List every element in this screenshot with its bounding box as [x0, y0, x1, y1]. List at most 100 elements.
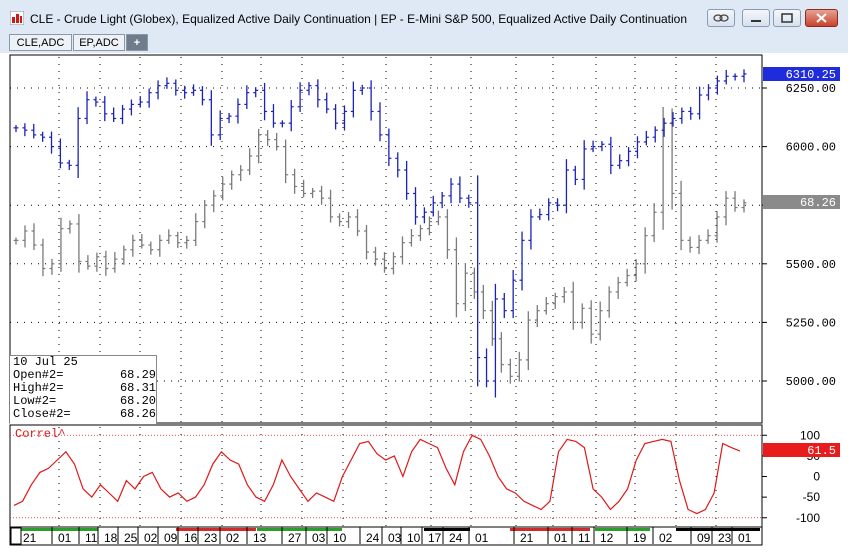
cle-last-price-tag: 68.26: [800, 196, 836, 210]
ep-price-bar: [510, 270, 516, 319]
time-axis-period-bar: [20, 528, 98, 531]
cle-price-bar: [588, 300, 594, 344]
x-axis-tick-label: 02: [144, 531, 158, 545]
cle-price-bar: [498, 332, 504, 373]
x-axis-tick-label: 27: [288, 531, 302, 545]
x-axis-tick-label: 25: [124, 531, 138, 545]
tab-cle-adc[interactable]: CLE,ADC: [9, 34, 72, 51]
ep-price-bar: [670, 112, 676, 127]
ep-price-bar: [688, 106, 694, 120]
ep-price-bar: [84, 91, 90, 125]
ep-price-bar: [13, 125, 19, 133]
cle-price-bar: [579, 303, 585, 329]
cle-price-bar: [543, 296, 549, 315]
add-tab-button[interactable]: +: [126, 34, 148, 51]
ep-last-price-tag-bg: [763, 67, 840, 81]
x-axis-tick-label: 24: [366, 531, 380, 545]
close-button[interactable]: [805, 9, 838, 27]
cle-price-bar: [193, 213, 199, 246]
ep-price-bar: [253, 87, 259, 98]
tab-bar: CLE,ADC EP,ADC +: [0, 34, 848, 53]
ep-price-bar: [732, 73, 738, 81]
ep-price-bar: [235, 98, 241, 124]
link-icon: [713, 14, 729, 22]
cle-price-bar: [301, 179, 307, 198]
minimize-icon: [751, 20, 761, 22]
cle-price-bar: [471, 267, 477, 299]
ep-price-bar: [146, 88, 152, 108]
ep-price-bar: [430, 195, 436, 217]
x-axis-tick-label: 24: [449, 531, 463, 545]
cle-price-bar: [238, 165, 244, 182]
cle-price-bar: [381, 252, 387, 273]
x-axis-tick-label: 21: [23, 531, 37, 545]
ep-price-bar: [128, 99, 134, 116]
window-title: CLE - Crude Light (Globex), Equalized Ac…: [30, 12, 688, 26]
ep-price-bar: [164, 77, 170, 89]
cle-price-bar: [202, 199, 208, 229]
cle-price-bar: [714, 211, 720, 243]
x-axis-tick-label: 03: [388, 531, 402, 545]
ep-price-bar: [226, 112, 232, 124]
correl-indicator-label: Correl^: [15, 427, 65, 441]
ep-price-bar: [315, 79, 321, 108]
cle-price-bar: [687, 236, 693, 253]
data-window-value: 68.26: [119, 407, 156, 421]
cle-price-bar: [678, 180, 684, 251]
ep-price-bar: [359, 84, 365, 95]
minimize-button[interactable]: [742, 9, 770, 27]
ep-price-bar: [279, 120, 285, 128]
ep-price-bar: [590, 140, 596, 153]
cle-price-bar: [615, 276, 621, 299]
data-window-date-row: 10 Jul 25: [10, 356, 156, 369]
data-window-value: 68.29: [119, 368, 156, 382]
cle-price-bar: [40, 238, 46, 277]
ep-price-bar: [191, 84, 197, 96]
cle-price-bar: [247, 148, 253, 175]
ep-price-bar: [457, 176, 463, 204]
cle-price-bar: [408, 228, 414, 247]
ep-price-bar: [66, 159, 72, 170]
ep-price-bar: [350, 81, 356, 118]
cle-price-bar: [355, 209, 361, 236]
tab-ep-adc[interactable]: EP,ADC: [73, 34, 125, 51]
ep-price-bar: [377, 102, 383, 142]
ep-price-bar: [555, 198, 561, 212]
cle-price-bar: [229, 170, 235, 190]
ep-price-bar: [368, 80, 374, 121]
ep-price-bar: [137, 96, 143, 108]
maximize-button[interactable]: [773, 9, 801, 27]
ep-price-bar: [563, 159, 569, 214]
ep-price-bar: [93, 96, 99, 107]
cle-price-bar: [130, 234, 136, 257]
correl-axis-tick-label: 100: [800, 428, 820, 442]
cle-price-bar: [175, 231, 181, 248]
cle-price-bar: [211, 190, 217, 213]
cle-price-bar: [94, 252, 100, 272]
ep-price-bar: [581, 140, 587, 190]
cle-price-bar: [606, 286, 612, 318]
data-window-key: High#2=: [13, 381, 64, 395]
cle-price-bar: [552, 292, 558, 309]
y-axis-tick-label: 5250.00: [786, 316, 836, 330]
cle-price-bar: [462, 262, 468, 312]
link-button[interactable]: [707, 9, 735, 27]
scroll-handle: [10, 527, 22, 545]
cle-price-bar: [265, 129, 271, 146]
x-axis-tick-label: 02: [226, 531, 240, 545]
data-window-row: Low#2= 68.20: [10, 395, 156, 408]
ep-price-bar: [262, 82, 268, 121]
ep-price-bar: [217, 110, 223, 141]
cle-price-bar: [723, 191, 729, 226]
ep-price-bar: [599, 141, 605, 152]
x-axis-tick-label: 01: [554, 531, 568, 545]
ep-price-bar: [413, 187, 419, 225]
ep-price-bar: [22, 123, 28, 137]
data-window-row: Close#2= 68.26: [10, 408, 156, 421]
ep-price-bar: [705, 84, 711, 101]
ep-price-bar: [679, 107, 685, 124]
ep-last-price-tag: 6310.25: [786, 68, 836, 82]
ep-price-bar: [182, 85, 188, 99]
x-axis-tick-label: 10: [333, 531, 347, 545]
